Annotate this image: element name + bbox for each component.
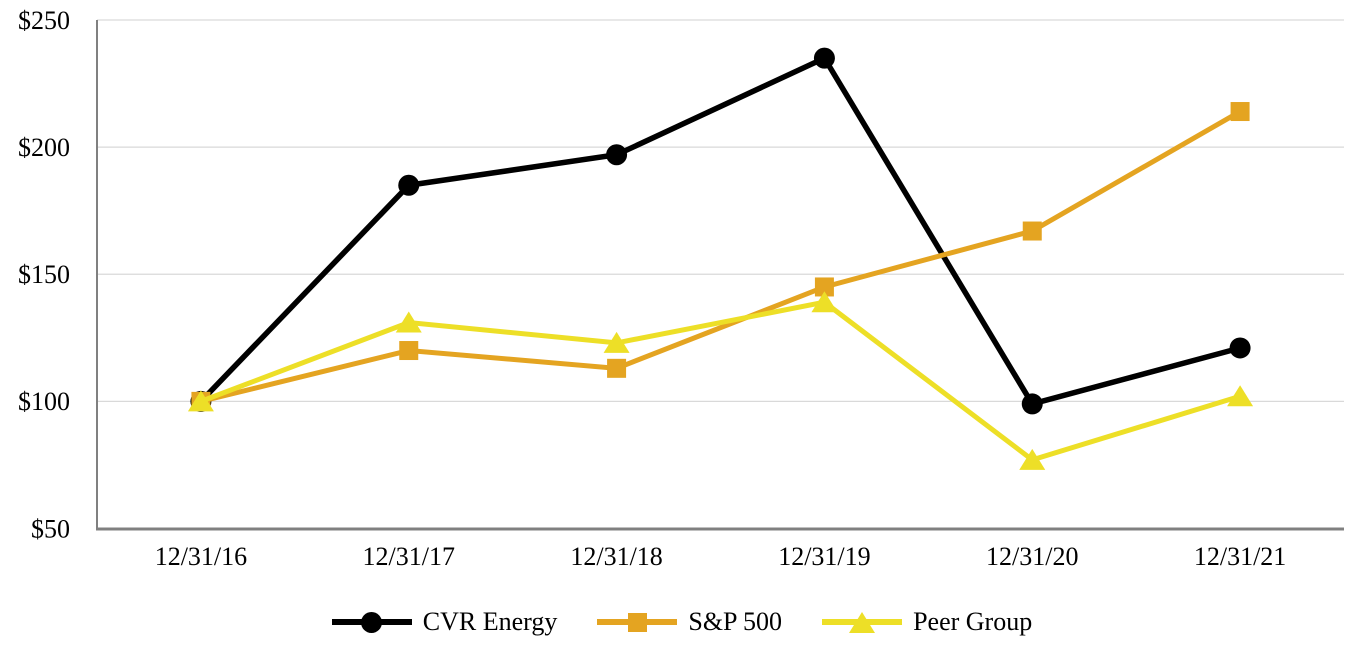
- x-tick-label: 12/31/18: [570, 542, 662, 571]
- x-tick-label: 12/31/19: [778, 542, 870, 571]
- y-tick-label: $250: [18, 6, 70, 35]
- marker-circle-cvr-energy: [398, 174, 420, 196]
- series-line-cvr-energy: [198, 54, 1243, 408]
- marker-triangle-peer-group: [187, 390, 214, 412]
- marker-circle-cvr-energy: [1021, 393, 1043, 415]
- marker-triangle-peer-group: [395, 311, 422, 333]
- marker-circle-cvr-energy: [606, 144, 628, 166]
- marker-triangle-peer-group: [811, 291, 838, 313]
- marker-square-s-p-500: [814, 277, 834, 297]
- square-icon: [627, 612, 647, 632]
- y-tick-label: $150: [18, 260, 70, 289]
- x-tick-label: 12/31/17: [363, 542, 455, 571]
- x-tick-label: 12/31/20: [986, 542, 1078, 571]
- y-tick-label: $100: [18, 387, 70, 416]
- series-line-peer-group: [198, 299, 1243, 463]
- marker-triangle-peer-group: [603, 331, 630, 353]
- series-line-s-p-500: [198, 109, 1243, 404]
- marker-triangle-peer-group: [1019, 448, 1046, 470]
- circle-icon: [361, 611, 383, 633]
- marker-square-s-p-500: [399, 341, 419, 361]
- legend-label-cvr-energy: CVR Energy: [422, 607, 558, 636]
- marker-triangle-peer-group: [1227, 385, 1254, 407]
- legend-item-cvr-energy: CVR Energy: [331, 607, 558, 636]
- legend-label-s-p-500: S&P 500: [688, 607, 783, 636]
- legend-swatch-cvr-energy: [331, 610, 412, 634]
- legend-swatch-peer-group: [822, 610, 903, 634]
- triangle-icon: [849, 611, 876, 633]
- marker-square-s-p-500: [607, 358, 627, 378]
- y-tick-label: $200: [18, 133, 70, 162]
- legend-label-peer-group: Peer Group: [913, 607, 1033, 636]
- marker-square-s-p-500: [1230, 102, 1250, 122]
- y-tick-label: $50: [31, 514, 70, 543]
- x-tick-label: 12/31/16: [155, 542, 247, 571]
- marker-circle-cvr-energy: [813, 47, 835, 69]
- chart-legend: CVR Energy S&P 500 Peer Group: [0, 598, 1364, 646]
- x-tick-label: 12/31/21: [1194, 542, 1286, 571]
- legend-item-s-p-500: S&P 500: [597, 609, 782, 635]
- legend-item-peer-group: Peer Group: [822, 609, 1032, 635]
- legend-swatch-s-p-500: [597, 610, 678, 634]
- marker-square-s-p-500: [1022, 221, 1042, 241]
- marker-circle-cvr-energy: [1229, 337, 1251, 359]
